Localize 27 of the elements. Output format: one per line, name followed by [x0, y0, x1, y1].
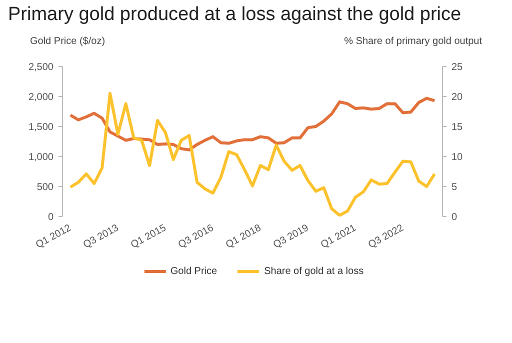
y2-tick-label: 0 [452, 212, 458, 223]
x-tick-label: Q1 2018 [224, 222, 264, 251]
y2-tick-label: 10 [452, 152, 464, 163]
y-tick-label: 1,000 [28, 152, 54, 163]
line-series [68, 92, 436, 216]
y-tick-label: 0 [48, 212, 54, 223]
x-tick-label: Q3 2016 [176, 222, 216, 251]
y2-tick-label: 20 [452, 92, 464, 103]
y2-tick-label: 15 [452, 122, 464, 133]
y-tick-label: 500 [36, 182, 54, 193]
x-tick-label: Q3 2022 [366, 222, 406, 251]
legend-label: Share of gold at a loss [264, 266, 364, 276]
legend-label: Gold Price [170, 266, 218, 276]
x-tick-label: Q1 2012 [34, 222, 74, 251]
y-tick-label: 1,500 [28, 122, 54, 133]
y2-tick-label: 5 [452, 182, 458, 193]
x-tick-label: Q3 2019 [272, 222, 311, 251]
y-axis-title: Gold Price ($/oz) [30, 35, 106, 49]
x-tick-label: Q1 2021 [319, 222, 358, 251]
line-series [68, 96, 436, 152]
chart-title: Primary gold produced at a loss against the gold price [8, 4, 462, 26]
x-tick-label: Q1 2015 [129, 222, 168, 251]
y-tick-label: 2,000 [28, 92, 54, 103]
y2-tick-label: 25 [452, 62, 464, 73]
y2-axis-title: % Share of primary gold output [344, 35, 482, 49]
y-tick-label: 2,500 [28, 62, 54, 73]
x-tick-label: Q3 2013 [82, 222, 121, 251]
